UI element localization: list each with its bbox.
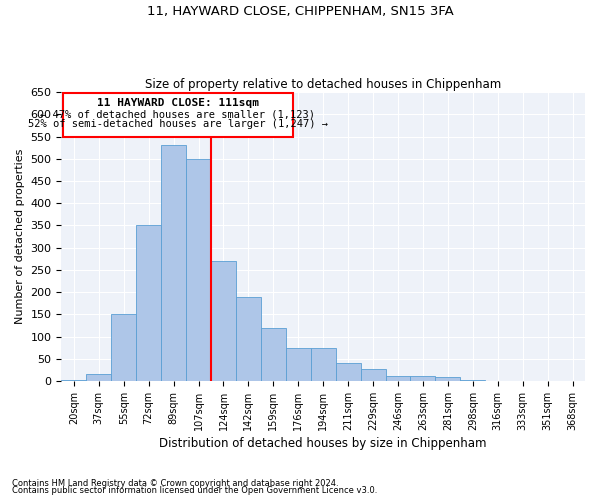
Bar: [361, 369, 386, 381]
Bar: [236, 296, 261, 381]
Y-axis label: Number of detached properties: Number of detached properties: [15, 149, 25, 324]
Text: ← 47% of detached houses are smaller (1,123): ← 47% of detached houses are smaller (1,…: [40, 110, 316, 120]
Bar: [86, 374, 111, 381]
X-axis label: Distribution of detached houses by size in Chippenham: Distribution of detached houses by size …: [160, 437, 487, 450]
Bar: [186, 159, 211, 381]
Text: 11, HAYWARD CLOSE, CHIPPENHAM, SN15 3FA: 11, HAYWARD CLOSE, CHIPPENHAM, SN15 3FA: [146, 5, 454, 18]
Bar: [335, 363, 361, 381]
Bar: [436, 378, 460, 381]
FancyBboxPatch shape: [62, 93, 293, 138]
Bar: [460, 380, 485, 381]
Bar: [286, 348, 311, 381]
Bar: [261, 328, 286, 381]
Bar: [136, 226, 161, 381]
Text: Contains public sector information licensed under the Open Government Licence v3: Contains public sector information licen…: [12, 486, 377, 495]
Bar: [111, 314, 136, 381]
Bar: [211, 261, 236, 381]
Text: 52% of semi-detached houses are larger (1,247) →: 52% of semi-detached houses are larger (…: [28, 119, 328, 129]
Bar: [61, 380, 86, 381]
Bar: [161, 146, 186, 381]
Bar: [410, 376, 436, 381]
Bar: [386, 376, 410, 381]
Text: Contains HM Land Registry data © Crown copyright and database right 2024.: Contains HM Land Registry data © Crown c…: [12, 478, 338, 488]
Text: 11 HAYWARD CLOSE: 111sqm: 11 HAYWARD CLOSE: 111sqm: [97, 98, 259, 108]
Title: Size of property relative to detached houses in Chippenham: Size of property relative to detached ho…: [145, 78, 502, 91]
Bar: [311, 348, 335, 381]
